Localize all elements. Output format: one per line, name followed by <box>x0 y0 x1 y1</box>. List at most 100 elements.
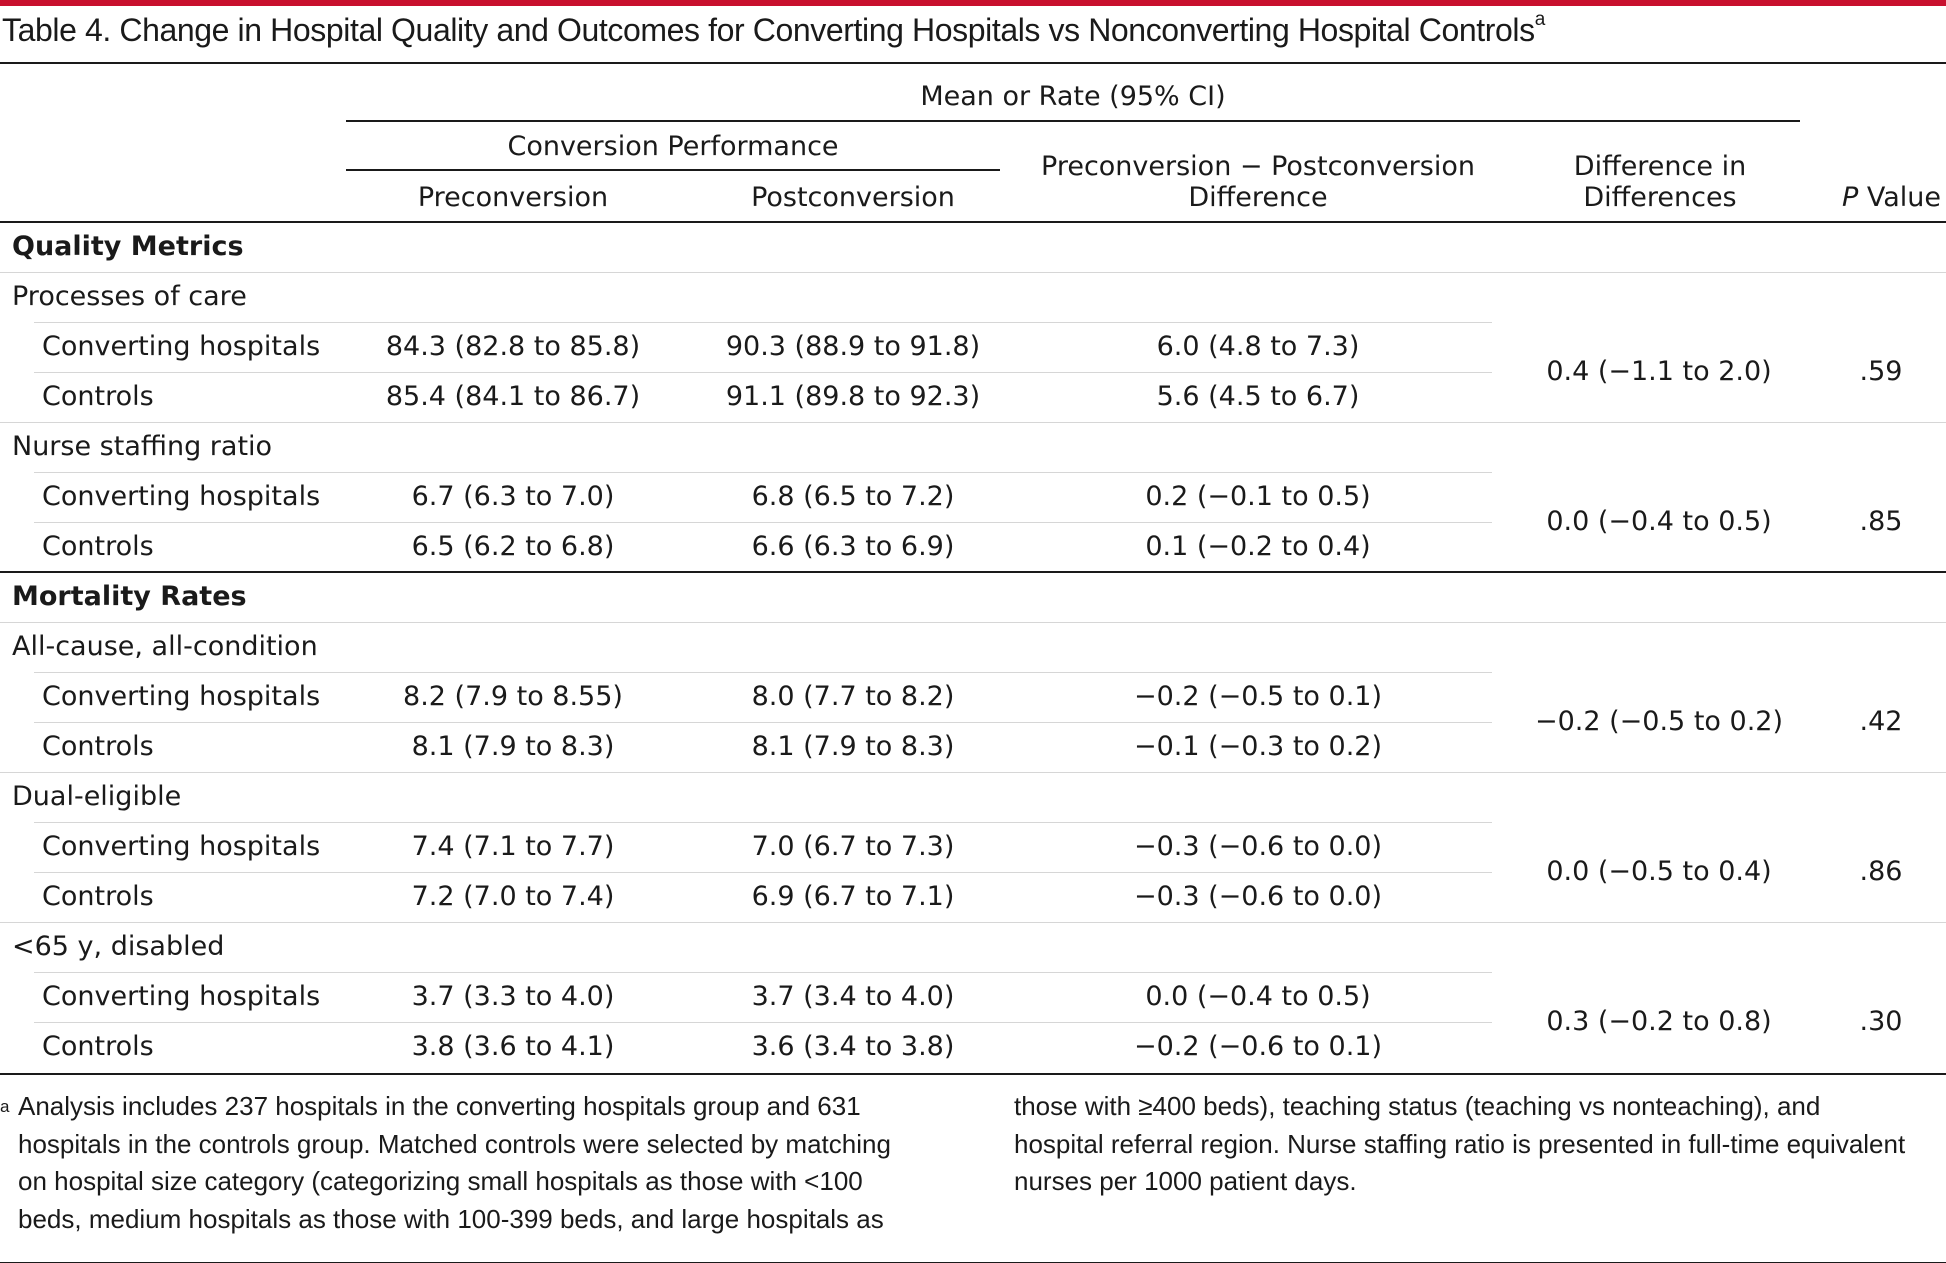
section-rule <box>0 571 1946 573</box>
cell-difference: −0.2 (−0.6 to 0.1) <box>1134 1031 1382 1062</box>
group-divider <box>0 272 1946 273</box>
row-label: Controls <box>42 881 154 912</box>
cell-postconversion: 6.6 (6.3 to 6.9) <box>751 531 955 562</box>
row-label: Converting hospitals <box>42 831 321 862</box>
cell-difference: 0.1 (−0.2 to 0.4) <box>1145 531 1371 562</box>
header-conversion-performance: Conversion Performance <box>507 131 839 162</box>
footnote-col2-line: those with ≥400 beds), teaching status (… <box>1014 1091 1821 1121</box>
cell-preconversion: 7.2 (7.0 to 7.4) <box>411 881 615 912</box>
cell-postconversion: 8.0 (7.7 to 8.2) <box>751 681 955 712</box>
header-conversion-performance-rule <box>346 169 1000 171</box>
footnote-col1-line: on hospital size category (categorizing … <box>18 1166 863 1196</box>
cell-postconversion: 6.9 (6.7 to 7.1) <box>751 881 955 912</box>
cell-diff-in-diff: 0.4 (−1.1 to 2.0) <box>1546 356 1772 387</box>
group-label: Processes of care <box>12 281 247 312</box>
row-divider <box>34 822 1492 823</box>
footnote-col1-line: hospitals in the controls group. Matched… <box>18 1128 891 1159</box>
cell-preconversion: 84.3 (82.8 to 85.8) <box>385 331 641 362</box>
cell-difference: 5.6 (4.5 to 6.7) <box>1156 381 1360 412</box>
header-difference-line1: Preconversion − Postconversion <box>1041 151 1475 182</box>
row-label: Converting hospitals <box>42 331 321 362</box>
group-label: Dual-eligible <box>12 781 182 812</box>
title-footnote-marker: a <box>1534 9 1546 31</box>
cell-difference: −0.2 (−0.5 to 0.1) <box>1134 681 1382 712</box>
cell-p-value: .86 <box>1859 856 1903 887</box>
row-label: Controls <box>42 381 154 412</box>
cell-p-value: .59 <box>1859 356 1903 387</box>
footnote-col1-line: Analysis includes 237 hospitals in the c… <box>18 1091 861 1121</box>
cell-preconversion: 8.2 (7.9 to 8.55) <box>403 681 623 712</box>
title-rule <box>0 62 1946 64</box>
cell-p-value: .85 <box>1859 506 1903 537</box>
footnote-col2-line: hospital referral region. Nurse staffing… <box>1014 1128 1906 1159</box>
cell-diff-in-diff: 0.0 (−0.4 to 0.5) <box>1546 506 1772 537</box>
row-divider <box>34 472 1492 473</box>
header-p-value-italic: P <box>1842 182 1859 213</box>
row-divider <box>34 872 1492 873</box>
group-label: <65 y, disabled <box>12 931 225 962</box>
footnote-col1-line: beds, medium hospitals as those with 100… <box>18 1203 884 1234</box>
header-mean-rate: Mean or Rate (95% CI) <box>920 81 1226 112</box>
cell-diff-in-diff: −0.2 (−0.5 to 0.2) <box>1535 706 1783 737</box>
row-divider <box>34 322 1492 323</box>
cell-difference: −0.3 (−0.6 to 0.0) <box>1134 881 1382 912</box>
table-title-text: Table 4. Change in Hospital Quality and … <box>2 12 1535 48</box>
cell-preconversion: 8.1 (7.9 to 8.3) <box>411 731 615 762</box>
table-title: Table 4. Change in Hospital Quality and … <box>2 9 1546 49</box>
row-divider <box>34 372 1492 373</box>
cell-preconversion: 6.5 (6.2 to 6.8) <box>411 531 615 562</box>
header-diff-in-diff-line1: Difference in <box>1573 151 1747 182</box>
header-rule <box>0 221 1946 223</box>
cell-difference: 0.0 (−0.4 to 0.5) <box>1145 981 1371 1012</box>
footnote-marker: a <box>0 1088 9 1132</box>
cell-difference: 6.0 (4.8 to 7.3) <box>1156 331 1360 362</box>
footnote-col2-line: nurses per 1000 patient days. <box>1014 1166 1357 1196</box>
header-p-value-rest: Value <box>1858 182 1942 213</box>
cell-postconversion: 3.6 (3.4 to 3.8) <box>751 1031 955 1062</box>
cell-p-value: .42 <box>1859 706 1903 737</box>
cell-diff-in-diff: 0.3 (−0.2 to 0.8) <box>1546 1006 1772 1037</box>
group-label: All-cause, all-condition <box>12 631 318 662</box>
cell-preconversion: 3.8 (3.6 to 4.1) <box>411 1031 615 1062</box>
header-difference-line2: Difference <box>1188 182 1328 213</box>
cell-preconversion: 85.4 (84.1 to 86.7) <box>385 381 641 412</box>
top-accent-bar <box>0 0 1946 6</box>
header-mean-rate-rule <box>346 120 1800 122</box>
row-divider <box>34 1022 1492 1023</box>
header-p-value: P Value <box>1842 181 1941 215</box>
group-divider <box>0 772 1946 773</box>
cell-preconversion: 6.7 (6.3 to 7.0) <box>411 481 615 512</box>
footnote-col2: those with ≥400 beds), teaching status (… <box>1014 1088 1905 1201</box>
cell-difference: −0.3 (−0.6 to 0.0) <box>1134 831 1382 862</box>
cell-p-value: .30 <box>1859 1006 1903 1037</box>
group-divider <box>0 422 1946 423</box>
row-label: Converting hospitals <box>42 681 321 712</box>
cell-postconversion: 3.7 (3.4 to 4.0) <box>751 981 955 1012</box>
row-label: Controls <box>42 1031 154 1062</box>
row-divider <box>34 972 1492 973</box>
row-label: Converting hospitals <box>42 981 321 1012</box>
footnote-marker-text: a <box>0 1097 10 1116</box>
header-postconversion: Postconversion <box>751 182 955 213</box>
row-label: Controls <box>42 731 154 762</box>
row-divider <box>34 722 1492 723</box>
cell-postconversion: 7.0 (6.7 to 7.3) <box>751 831 955 862</box>
footnote-col1: Analysis includes 237 hospitals in the c… <box>18 1088 891 1238</box>
table-bottom-rule <box>0 1073 1946 1075</box>
section-label: Quality Metrics <box>12 231 244 262</box>
header-diff-in-diff-line2: Differences <box>1583 182 1737 213</box>
cell-difference: 0.2 (−0.1 to 0.5) <box>1145 481 1371 512</box>
cell-postconversion: 91.1 (89.8 to 92.3) <box>725 381 981 412</box>
group-divider <box>0 922 1946 923</box>
row-label: Controls <box>42 531 154 562</box>
row-divider <box>34 672 1492 673</box>
row-divider <box>34 522 1492 523</box>
cell-difference: −0.1 (−0.3 to 0.2) <box>1134 731 1382 762</box>
cell-preconversion: 3.7 (3.3 to 4.0) <box>411 981 615 1012</box>
section-label: Mortality Rates <box>12 581 247 612</box>
cell-postconversion: 6.8 (6.5 to 7.2) <box>751 481 955 512</box>
cell-diff-in-diff: 0.0 (−0.5 to 0.4) <box>1546 856 1772 887</box>
row-label: Converting hospitals <box>42 481 321 512</box>
cell-preconversion: 7.4 (7.1 to 7.7) <box>411 831 615 862</box>
group-divider <box>0 622 1946 623</box>
